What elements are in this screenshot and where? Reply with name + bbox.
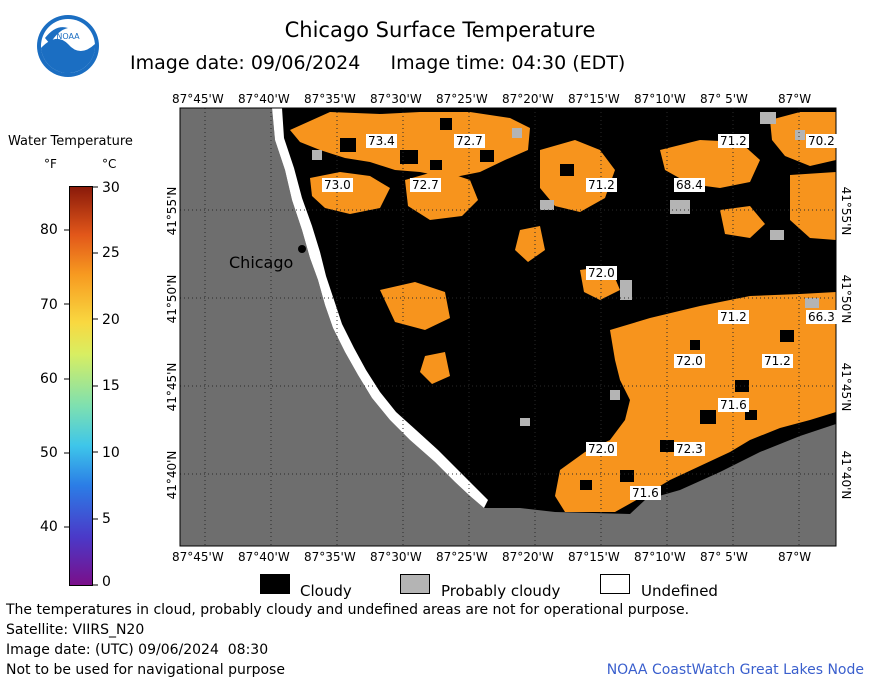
- lon-label-top: 87°45'W: [172, 92, 224, 106]
- lon-label-bottom: 87°30'W: [370, 550, 422, 564]
- credit-line: NOAA CoastWatch Great Lakes Node: [606, 662, 864, 678]
- c-tick: 5: [102, 511, 111, 527]
- lon-label-bottom: 87°10'W: [634, 550, 686, 564]
- c-tick: 25: [102, 245, 120, 261]
- lat-label-right: 41°40'N: [839, 450, 853, 500]
- lon-label-bottom: 87°45'W: [172, 550, 224, 564]
- chicago-marker: [298, 245, 306, 253]
- lon-label-top: 87°15'W: [568, 92, 620, 106]
- lon-label-top: 87°25'W: [436, 92, 488, 106]
- noaa-logo-text: NOAA: [56, 32, 80, 41]
- lon-label-top: 87° 5'W: [700, 92, 748, 106]
- lon-label-bottom: 87°25'W: [436, 550, 488, 564]
- temperature-label: 66.3: [806, 310, 837, 324]
- temperature-label: 73.0: [322, 178, 353, 192]
- footer-utc-date: Image date: (UTC) 09/06/2024 08:30: [6, 642, 269, 658]
- temperature-label: 72.0: [674, 354, 705, 368]
- cloudy-swatch: [260, 574, 290, 594]
- footer-note: The temperatures in cloud, probably clou…: [6, 602, 690, 618]
- temperature-label: 72.0: [586, 442, 617, 456]
- scale-tick-marks: [64, 186, 98, 586]
- water-temperature-patches: [290, 112, 836, 512]
- f-tick: 70: [40, 297, 58, 313]
- probably-cloudy-swatch: [400, 574, 430, 594]
- c-tick: 15: [102, 378, 120, 394]
- probably-cloudy-label: Probably cloudy: [441, 582, 561, 600]
- unit-celsius: °C: [102, 157, 117, 171]
- lat-label-left: 41°45'N: [165, 362, 179, 412]
- temperature-label: 71.2: [762, 354, 793, 368]
- lon-label-top: 87°40'W: [238, 92, 290, 106]
- undefined-swatch: [600, 574, 630, 594]
- unit-fahrenheit: °F: [44, 157, 57, 171]
- temperature-label: 72.7: [410, 178, 441, 192]
- lon-label-top: 87°20'W: [502, 92, 554, 106]
- lon-label-top: 87°35'W: [304, 92, 356, 106]
- chicago-label: Chicago: [229, 253, 294, 272]
- lon-label-bottom: 87°40'W: [238, 550, 290, 564]
- lon-label-top: 87°W: [778, 92, 812, 106]
- lat-label-right: 41°50'N: [839, 274, 853, 324]
- lat-label-left: 41°50'N: [165, 274, 179, 324]
- lon-label-bottom: 87°15'W: [568, 550, 620, 564]
- lon-label-bottom: 87°20'W: [502, 550, 554, 564]
- page-title: Chicago Surface Temperature: [284, 18, 596, 42]
- land-mass: [180, 108, 836, 546]
- c-tick: 0: [102, 574, 111, 590]
- temperature-label: 72.7: [454, 134, 485, 148]
- lat-label-left: 41°55'N: [165, 186, 179, 236]
- temperature-label: 72.0: [586, 266, 617, 280]
- temperature-label: 71.6: [718, 398, 749, 412]
- temperature-label: 71.6: [630, 486, 661, 500]
- c-tick: 20: [102, 312, 120, 328]
- c-tick: 10: [102, 445, 120, 461]
- legend-title: Water Temperature: [8, 134, 133, 149]
- temperature-label: 71.2: [718, 134, 749, 148]
- graticule: [180, 108, 836, 546]
- lon-label-top: 87°30'W: [370, 92, 422, 106]
- lat-label-right: 41°45'N: [839, 362, 853, 412]
- temperature-label: 72.3: [674, 442, 705, 456]
- lon-label-top: 87°10'W: [634, 92, 686, 106]
- footer-nav-warning: Not to be used for navigational purpose: [6, 662, 285, 678]
- lon-label-bottom: 87°35'W: [304, 550, 356, 564]
- image-date-line: Image date: 09/06/2024 Image time: 04:30…: [130, 52, 626, 74]
- f-tick: 50: [40, 445, 58, 461]
- temperature-label: 73.4: [366, 134, 397, 148]
- footer-satellite: Satellite: VIIRS_N20: [6, 622, 145, 638]
- lat-label-right: 41°55'N: [839, 186, 853, 236]
- temperature-label: 71.2: [586, 178, 617, 192]
- temperature-label: 68.4: [674, 178, 705, 192]
- f-tick: 40: [40, 519, 58, 535]
- undefined-label: Undefined: [641, 582, 718, 600]
- cloudy-label: Cloudy: [300, 582, 352, 600]
- map-frame: [179, 107, 837, 547]
- temperature-label: 71.2: [718, 310, 749, 324]
- c-tick: 30: [102, 180, 120, 196]
- cloud-blocks: [340, 118, 794, 490]
- lon-label-bottom: 87°W: [778, 550, 812, 564]
- f-tick: 80: [40, 222, 58, 238]
- lat-label-left: 41°40'N: [165, 450, 179, 500]
- noaa-logo: NOAA: [37, 15, 99, 77]
- lon-label-bottom: 87° 5'W: [700, 550, 748, 564]
- f-tick: 60: [40, 371, 58, 387]
- color-scale-bar: [69, 186, 93, 586]
- temperature-label: 70.2: [806, 134, 837, 148]
